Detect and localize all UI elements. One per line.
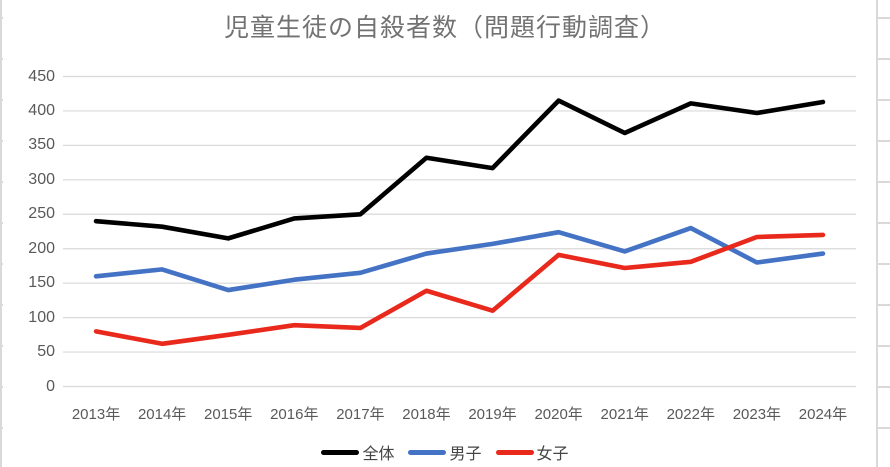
x-tick-label: 2016年: [270, 406, 319, 423]
legend-line-swatch: [495, 449, 534, 455]
worksheet-cell-border: [0, 0, 2, 467]
series-line-女子[interactable]: [93, 232, 826, 347]
x-tick-label: 2024年: [798, 406, 848, 423]
worksheet-cell-border: [0, 304, 3, 306]
y-tick-label: 150: [28, 274, 55, 292]
y-tick-label: 350: [28, 136, 55, 154]
legend-label: 男子: [449, 446, 482, 463]
y-tick-label: 400: [28, 101, 55, 119]
series-line-男子[interactable]: [93, 225, 826, 293]
worksheet-cell-border: [877, 304, 890, 306]
worksheet-cell-border: [0, 386, 3, 388]
worksheet-cell-border: [877, 263, 890, 265]
y-tick-label: 0: [46, 377, 55, 395]
legend-item-男子[interactable]: 男子: [408, 440, 482, 464]
chart-legend: 全体 男子 女子: [0, 440, 890, 464]
x-tick-label: 2015年: [204, 406, 253, 423]
y-tick-label: 100: [28, 308, 55, 326]
legend-line-swatch: [321, 449, 360, 455]
y-tick-label: 50: [37, 343, 55, 361]
x-tick-label: 2020年: [534, 406, 583, 423]
worksheet-cell-border: [877, 17, 890, 19]
series-line-全体[interactable]: [93, 98, 826, 241]
chart-title: 児童生徒の自殺者数（問題行動調査）: [223, 14, 666, 42]
worksheet-cell-border: [877, 345, 890, 347]
worksheet-cell-border: [877, 386, 890, 388]
worksheet-cell-border: [0, 17, 3, 19]
worksheet-cell-border: [0, 263, 3, 265]
x-tick-label: 2021年: [600, 406, 649, 423]
worksheet-cell-border: [0, 140, 3, 142]
legend-item-全体[interactable]: 全体: [321, 440, 394, 464]
x-tick-label: 2014年: [137, 406, 187, 423]
worksheet-cell-border: [877, 222, 890, 224]
worksheet-cell-border: [0, 345, 3, 347]
legend-line-swatch: [408, 449, 447, 455]
worksheet-cell-border: [0, 58, 3, 60]
worksheet-cell-border: [877, 58, 890, 60]
worksheet-cell-border: [0, 99, 3, 101]
y-tick-label: 300: [28, 170, 55, 188]
y-tick-label: 250: [28, 205, 55, 223]
y-tick-label: 450: [28, 67, 55, 85]
worksheet-cell-border: [0, 181, 3, 183]
x-tick-label: 2019年: [468, 406, 517, 423]
worksheet-cell-border: [877, 427, 890, 429]
legend-label: 全体: [362, 446, 395, 463]
x-tick-label: 2017年: [336, 406, 385, 423]
x-tick-label: 2018年: [402, 406, 451, 423]
worksheet-cell-border: [877, 99, 890, 101]
x-tick-label: 2022年: [666, 406, 715, 423]
worksheet-cell-border: [876, 0, 878, 467]
worksheet-cell-border: [0, 427, 3, 429]
y-tick-label: 200: [28, 239, 55, 257]
worksheet-cell-border: [877, 181, 890, 183]
x-tick-label: 2023年: [732, 406, 782, 423]
legend-label: 女子: [536, 446, 569, 463]
legend-item-女子[interactable]: 女子: [495, 440, 569, 464]
worksheet-cell-border: [877, 140, 890, 142]
worksheet-cell-border: [0, 222, 3, 224]
x-tick-label: 2013年: [71, 406, 121, 423]
